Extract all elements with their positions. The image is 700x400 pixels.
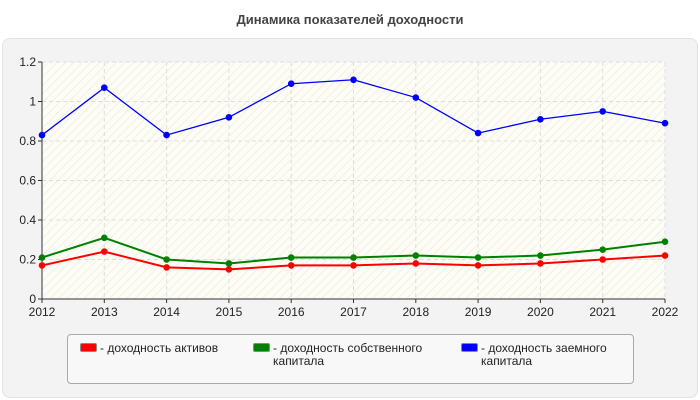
x-tick-label: 2019 bbox=[465, 305, 492, 319]
legend-swatch bbox=[253, 343, 270, 352]
data-point bbox=[163, 131, 170, 139]
data-point bbox=[599, 256, 606, 263]
y-tick-label: 0.8 bbox=[19, 134, 36, 148]
x-tick-label: 2015 bbox=[216, 305, 243, 319]
data-point bbox=[163, 264, 170, 271]
x-tick-label: 2012 bbox=[29, 305, 56, 319]
data-point bbox=[287, 254, 295, 261]
data-point bbox=[350, 262, 357, 269]
data-point bbox=[474, 254, 482, 261]
y-tick-label: 1 bbox=[29, 95, 36, 109]
data-point bbox=[101, 248, 108, 255]
data-point bbox=[537, 252, 544, 259]
x-tick-label: 2014 bbox=[153, 305, 180, 319]
data-point bbox=[350, 76, 357, 84]
data-point bbox=[38, 262, 46, 269]
legend-swatch bbox=[461, 343, 478, 352]
data-point bbox=[537, 115, 544, 123]
x-tick-label: 2020 bbox=[527, 305, 554, 319]
data-point bbox=[599, 108, 606, 115]
legend-swatch bbox=[80, 343, 97, 352]
data-point bbox=[537, 260, 544, 267]
data-point bbox=[225, 260, 233, 267]
data-point bbox=[38, 254, 46, 261]
y-tick-label: 1.2 bbox=[19, 55, 36, 69]
data-point bbox=[350, 254, 357, 261]
x-tick-label: 2021 bbox=[589, 305, 616, 319]
data-point bbox=[101, 84, 108, 91]
y-tick-label: 0.4 bbox=[19, 213, 36, 227]
chart-title: Динамика показателей доходности bbox=[236, 12, 464, 27]
data-point bbox=[474, 129, 482, 137]
x-tick-label: 2013 bbox=[91, 305, 118, 319]
data-point bbox=[412, 252, 420, 259]
data-point bbox=[661, 238, 669, 246]
data-point bbox=[225, 266, 233, 273]
x-tick-label: 2017 bbox=[340, 305, 367, 319]
data-point bbox=[101, 234, 108, 242]
y-tick-label: 0 bbox=[29, 292, 36, 306]
data-point bbox=[38, 131, 46, 139]
x-tick-label: 2018 bbox=[402, 305, 429, 319]
data-point bbox=[412, 94, 420, 101]
data-point bbox=[287, 80, 295, 88]
data-point bbox=[599, 246, 606, 253]
data-point bbox=[661, 252, 669, 259]
legend-label: - доходность собственного капитала bbox=[273, 341, 423, 368]
x-tick-label: 2016 bbox=[278, 305, 305, 319]
data-point bbox=[163, 256, 170, 263]
x-tick-label: 2022 bbox=[652, 305, 679, 319]
data-point bbox=[412, 260, 420, 267]
legend-label: - доходность активов bbox=[100, 341, 219, 355]
legend: - доходность активов - доходность собств… bbox=[67, 334, 634, 384]
data-point bbox=[474, 262, 482, 269]
data-point bbox=[661, 119, 669, 127]
y-tick-label: 0.2 bbox=[19, 253, 36, 267]
data-point bbox=[225, 114, 233, 121]
legend-label: - доходность заемного капитала bbox=[481, 341, 607, 368]
data-point bbox=[287, 262, 295, 269]
y-tick-label: 0.6 bbox=[19, 174, 36, 188]
